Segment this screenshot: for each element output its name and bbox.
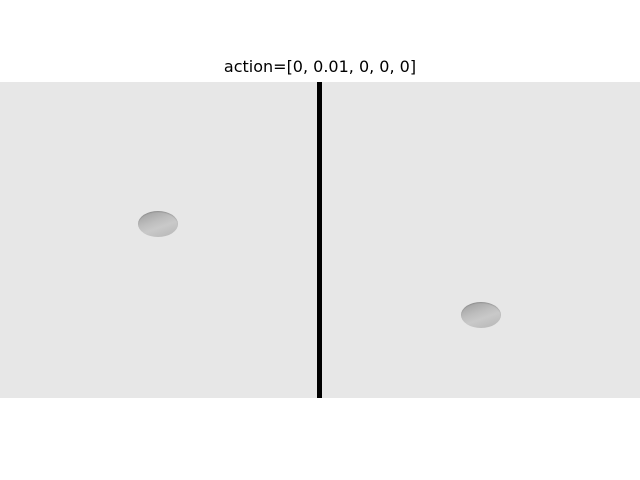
observation-panels [0, 82, 640, 398]
action-title: action=[0, 0.01, 0, 0, 0] [223, 57, 417, 76]
left-observation-panel [0, 82, 317, 398]
right-puck [461, 302, 501, 328]
left-puck [138, 211, 178, 237]
right-observation-panel [322, 82, 640, 398]
panel-divider [317, 82, 322, 398]
